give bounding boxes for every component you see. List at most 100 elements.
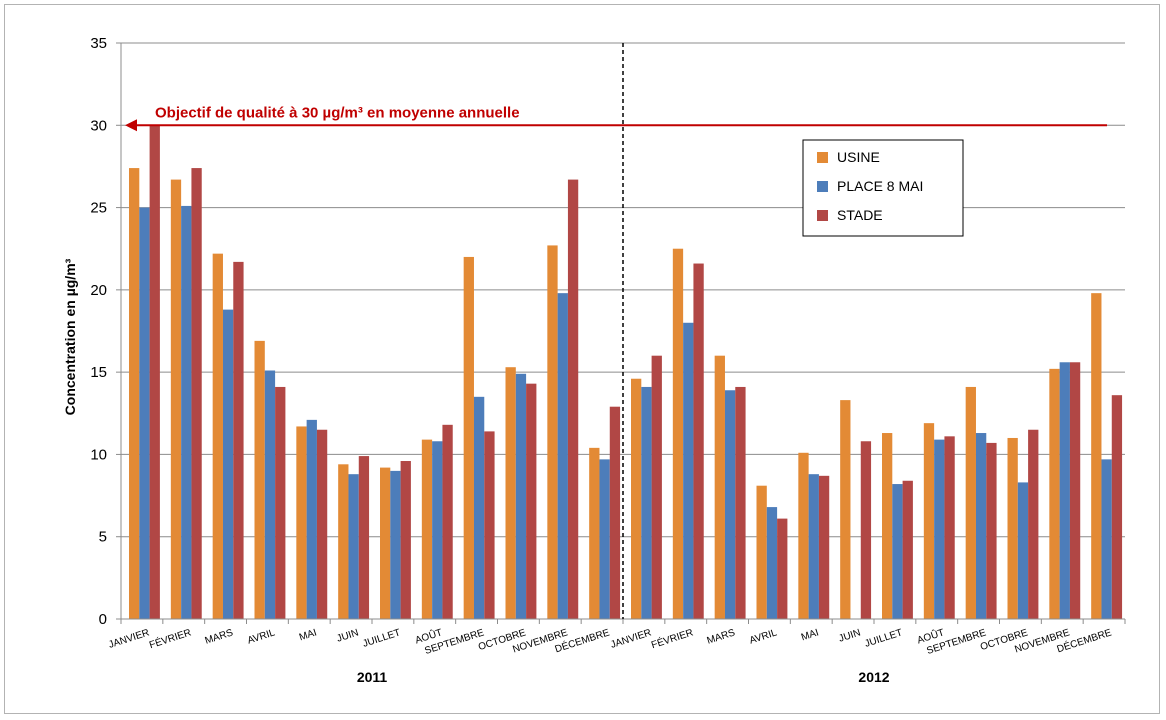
bar-usine	[129, 168, 140, 619]
bar-stade	[567, 179, 579, 619]
bar-place-8-mai	[557, 293, 568, 619]
legend-swatch	[817, 152, 828, 163]
legend-swatch	[817, 210, 828, 221]
legend-label: STADE	[837, 207, 883, 223]
y-tick-labels: 0 5 10 15 20 25 30 35	[90, 35, 107, 628]
x-tick-label: JANVIER	[609, 627, 653, 651]
bar-place-8-mai	[139, 207, 150, 619]
x-tick-label: JUILLET	[863, 627, 903, 649]
legend: USINE PLACE 8 MAI STADE	[802, 139, 964, 237]
x-tick-label: FÉVRIER	[649, 625, 694, 651]
bar-place-8-mai	[473, 396, 485, 619]
bar-usine	[756, 485, 767, 619]
arrow-head	[125, 119, 137, 132]
bar-place-8-mai	[432, 441, 443, 619]
bar-usine	[840, 400, 851, 619]
bar-usine	[923, 423, 935, 619]
bar-place-8-mai	[1017, 482, 1029, 619]
bar-stade	[400, 461, 411, 619]
legend-swatch	[817, 181, 828, 192]
bar-stade	[609, 406, 621, 619]
objective-label: Objectif de qualité à 30 µg/m³ en moyenn…	[155, 104, 520, 121]
y-tick-label: 0	[99, 611, 107, 628]
bar-stade	[860, 441, 872, 619]
bar-stade	[944, 436, 955, 619]
x-tick-label: JUILLET	[361, 627, 401, 649]
axes	[120, 43, 1126, 624]
bar-place-8-mai	[264, 370, 276, 619]
bar-usine	[965, 386, 976, 619]
x-tick-label: MAI	[800, 627, 820, 643]
year-labels: 2011 2012	[357, 669, 890, 685]
bar-usine	[882, 433, 893, 619]
bar-usine	[463, 256, 474, 619]
bar-usine	[380, 467, 391, 619]
y-tick-label: 10	[90, 446, 107, 463]
bar-usine	[338, 464, 349, 619]
bar-place-8-mai	[808, 474, 819, 619]
bar-place-8-mai	[641, 386, 652, 619]
x-tick-label: MARS	[204, 627, 235, 646]
bar-usine	[589, 447, 600, 619]
bar-place-8-mai	[975, 433, 987, 619]
bar-stade	[316, 429, 328, 619]
bar-place-8-mai	[934, 439, 945, 619]
bar-stade	[358, 456, 370, 619]
bar-place-8-mai	[892, 484, 903, 619]
bar-stade	[777, 518, 788, 619]
bar-place-8-mai	[222, 309, 234, 619]
bar-usine	[798, 452, 809, 619]
bar-usine	[1007, 437, 1018, 619]
bar-usine	[254, 340, 265, 619]
bar-usine	[672, 248, 684, 619]
bar-place-8-mai	[515, 373, 527, 619]
y-tick-label: 15	[90, 364, 107, 381]
bar-stade	[818, 475, 830, 619]
bar-usine	[505, 367, 516, 619]
legend-label: USINE	[837, 149, 880, 165]
bar-usine	[296, 426, 307, 619]
bar-place-8-mai	[306, 419, 317, 619]
y-tick-label: 20	[90, 282, 107, 299]
bars-layer	[129, 125, 1123, 620]
bar-place-8-mai	[348, 474, 359, 619]
year-label: 2011	[357, 669, 388, 685]
chart-frame: 0 5 10 15 20 25 30 35 JANVIER FÉVRIER MARS AVRIL MA…	[4, 4, 1160, 714]
bar-stade	[191, 168, 202, 619]
x-tick-label: AVRIL	[246, 627, 277, 646]
legend-label: PLACE 8 MAI	[837, 178, 923, 194]
bar-stade	[735, 386, 746, 619]
bar-stade	[1111, 395, 1123, 619]
bar-stade	[902, 480, 913, 619]
y-tick-label: 30	[90, 117, 107, 134]
y-tick-label: 25	[90, 200, 107, 217]
bar-place-8-mai	[599, 459, 610, 619]
x-tick-label: AVRIL	[748, 627, 779, 646]
bar-usine	[547, 245, 558, 620]
legend-box	[802, 139, 964, 237]
y-axis-label: Concentration en µg/m³	[62, 258, 78, 415]
bar-stade	[986, 442, 997, 619]
bar-stade	[233, 261, 244, 619]
bar-stade	[1069, 362, 1081, 619]
bar-usine	[170, 179, 182, 619]
bar-usine	[714, 355, 725, 619]
x-tick-label: JANVIER	[107, 627, 151, 651]
quality-objective-line: Objectif de qualité à 30 µg/m³ en moyenn…	[125, 104, 1107, 132]
bar-stade	[149, 125, 160, 619]
x-tick-label: JUIN	[837, 627, 862, 644]
x-tick-label: MAI	[298, 627, 318, 643]
bar-stade	[526, 383, 537, 619]
bar-place-8-mai	[724, 390, 736, 619]
x-tick-label: FÉVRIER	[147, 625, 192, 651]
bar-place-8-mai	[390, 470, 401, 619]
bar-usine	[1049, 368, 1060, 619]
bar-stade	[651, 355, 662, 619]
bar-place-8-mai	[1059, 362, 1070, 619]
year-label: 2012	[858, 669, 889, 685]
bar-usine	[421, 439, 433, 619]
bar-usine	[631, 378, 642, 619]
bar-place-8-mai	[766, 507, 778, 619]
bar-place-8-mai	[181, 205, 192, 619]
